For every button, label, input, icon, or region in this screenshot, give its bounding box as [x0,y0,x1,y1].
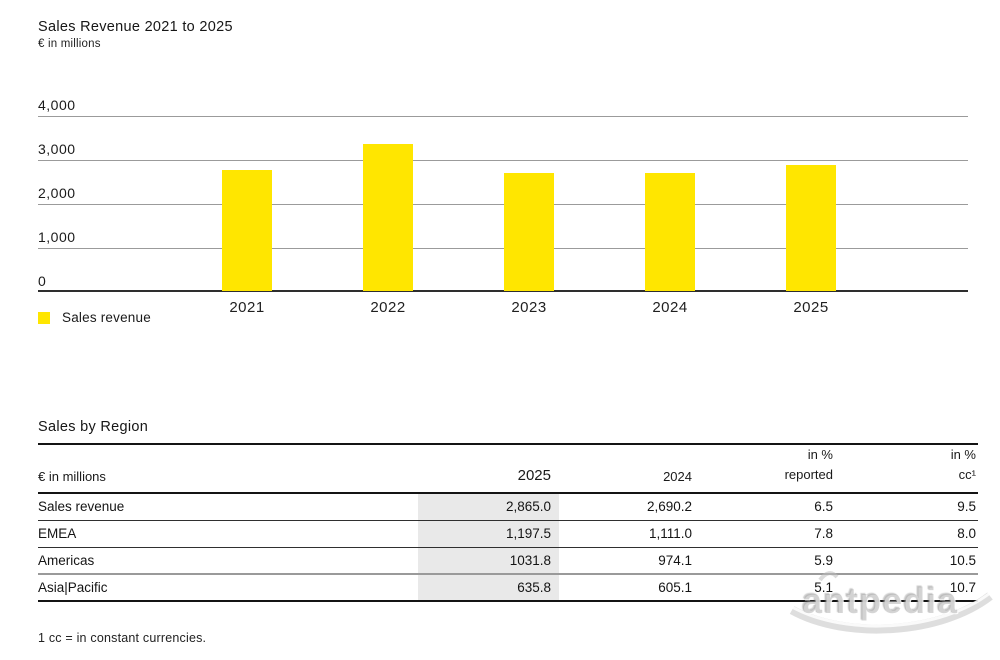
value-pct-reported: 6.5 [694,493,835,521]
table-header-row: € in millions 2025 2024 in % reported in… [38,444,978,494]
bar-2025 [786,164,836,291]
y-axis-tick-label: 4,000 [38,97,76,113]
chart-legend: Sales revenue [38,310,151,325]
y-axis-tick-label: 0 [38,273,47,289]
row-label: EMEA [38,520,418,548]
value-pct-cc: 8.0 [835,520,978,548]
y-axis-tick-label: 1,000 [38,229,76,245]
value-pct-reported: 5.9 [694,547,835,575]
table-row: Americas 1031.8 974.1 5.9 10.5 [38,547,978,575]
sales-by-region-table: € in millions 2025 2024 in % reported in… [38,443,978,602]
value-pct-reported: 7.8 [694,520,835,548]
bar-2023 [504,173,554,291]
gridline [38,204,968,205]
value-pct-cc: 10.7 [835,574,978,602]
column-header-pct-cc-line1: in % [950,447,976,462]
gridline [38,116,968,117]
table-footnote: 1 cc = in constant currencies. [38,631,207,645]
column-header-pct-reported-line2: reported [784,466,833,482]
row-label: Sales revenue [38,493,418,521]
bar-2021 [222,170,272,291]
value-2024: 974.1 [559,547,694,575]
x-axis-label-2022: 2022 [370,299,406,316]
value-pct-reported: 5.1 [694,574,835,602]
value-2024: 605.1 [559,574,694,602]
column-header-2024: 2024 [559,444,694,494]
value-2025: 635.8 [418,574,559,602]
x-axis-line [38,290,968,292]
column-header-pct-reported-line1: in % [807,447,833,462]
y-axis-tick-label: 2,000 [38,185,76,201]
x-axis-label-2023: 2023 [511,299,547,316]
x-axis-label-2025: 2025 [793,299,829,316]
table-row: Asia|Pacific 635.8 605.1 5.1 10.7 [38,574,978,602]
value-2024: 2,690.2 [559,493,694,521]
table-row: EMEA 1,197.5 1,111.0 7.8 8.0 [38,520,978,548]
value-2025: 1,197.5 [418,520,559,548]
column-header-pct-cc: in % cc¹ [835,444,978,494]
legend-swatch-sales-revenue [38,311,50,324]
y-axis-tick-label: 3,000 [38,141,76,157]
region-table-body: Sales revenue 2,865.0 2,690.2 6.5 9.5 EMEA 1,1… [38,493,978,602]
column-header-2025: 2025 [418,444,559,494]
row-label: Americas [38,547,418,575]
value-2025: 2,865.0 [418,493,559,521]
value-pct-cc: 9.5 [835,493,978,521]
chart-title: Sales Revenue 2021 to 2025 [38,19,233,35]
x-axis-label-2021: 2021 [229,299,265,316]
column-header-pct-reported: in % reported [694,444,835,494]
column-header-unit: € in millions [38,444,418,494]
gridline [38,160,968,161]
bar-2022 [363,143,413,291]
chart-unit-label: € in millions [38,38,101,50]
table-row: Sales revenue 2,865.0 2,690.2 6.5 9.5 [38,493,978,521]
value-pct-cc: 10.5 [835,547,978,575]
bar-2024 [645,172,695,291]
value-2024: 1,111.0 [559,520,694,548]
table-heading: Sales by Region [38,419,149,435]
legend-label: Sales revenue [62,310,151,325]
gridline [38,248,968,249]
column-header-pct-cc-line2: cc¹ [958,466,976,482]
value-2025: 1031.8 [418,547,559,575]
row-label: Asia|Pacific [38,574,418,602]
bar-chart-plot: 0 1,000 2,000 3,000 4,000 2021 2022 2023 2024 202… [38,97,968,316]
x-axis-label-2024: 2024 [652,299,688,316]
